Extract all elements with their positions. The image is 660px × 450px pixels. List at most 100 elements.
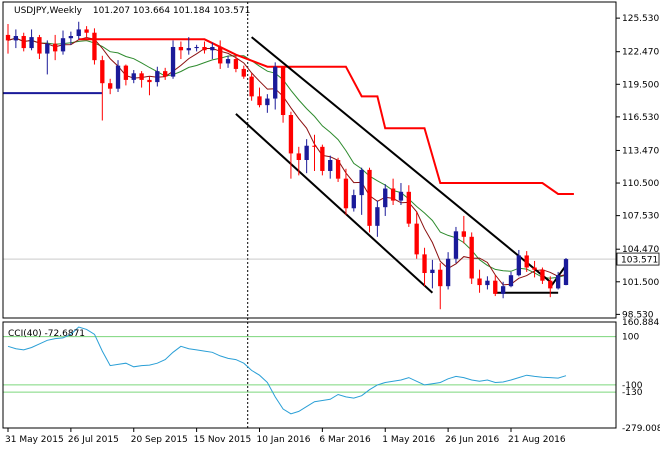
candle <box>273 62 278 110</box>
candle <box>52 34 58 61</box>
candle <box>21 32 26 52</box>
time-tick-label: 1 May 2016 <box>382 435 435 445</box>
candle <box>131 70 136 84</box>
candle-body <box>84 29 89 33</box>
candle-body <box>29 37 34 49</box>
candle <box>123 64 129 86</box>
candle <box>524 251 529 272</box>
candle <box>194 44 199 52</box>
candle <box>516 249 522 277</box>
candle <box>170 40 176 79</box>
candle-body <box>477 278 482 286</box>
candle <box>92 28 97 65</box>
candle <box>76 21 81 40</box>
candle-body <box>532 267 537 270</box>
candle <box>296 146 301 176</box>
candle <box>430 259 435 289</box>
price-panel <box>3 2 616 428</box>
candle <box>500 281 506 299</box>
candle-body <box>548 280 553 289</box>
candle-body <box>508 275 514 287</box>
candle-body <box>131 73 136 80</box>
candle-body <box>5 34 11 41</box>
candle <box>84 26 89 39</box>
candle <box>555 271 561 290</box>
candle-body <box>241 68 246 77</box>
candle <box>163 67 168 80</box>
candle-body <box>210 46 215 51</box>
candle-body <box>288 115 294 154</box>
candle-body <box>273 66 278 99</box>
candle-body <box>563 259 569 286</box>
candle-body <box>383 188 388 208</box>
candle <box>548 276 553 298</box>
candle-body <box>328 160 333 171</box>
candle-body <box>540 269 545 281</box>
candle-body <box>163 71 168 77</box>
chart-symbol-header: USDJPY,Weekly 101.207 103.664 101.184 10… <box>14 6 250 16</box>
cci-panel <box>3 326 616 415</box>
candle <box>155 66 160 87</box>
candle-body <box>375 207 380 226</box>
cci-frame <box>2 321 617 429</box>
candle <box>335 157 341 182</box>
candle-body <box>202 46 207 51</box>
candle-body <box>343 178 349 209</box>
candle <box>422 247 427 287</box>
price-tick-label: 119.500 <box>622 80 659 90</box>
candle-body <box>108 83 113 89</box>
candle <box>445 252 451 290</box>
price-tick-label: 122.470 <box>622 48 659 58</box>
current-price-tag-label: 103.571 <box>621 256 658 266</box>
candle <box>233 54 239 73</box>
candle-body <box>359 169 364 196</box>
candle-body <box>453 231 459 259</box>
candle-body <box>469 236 474 279</box>
candle-body <box>147 79 152 83</box>
candle-body <box>233 59 239 69</box>
candle-body <box>296 153 301 160</box>
candle-body <box>139 73 144 80</box>
candle-body <box>37 37 42 54</box>
candle <box>37 34 42 60</box>
candle-body <box>21 36 26 49</box>
candle <box>540 267 545 284</box>
candle-body <box>555 275 561 289</box>
cci-label: CCI(40) -72.6871 <box>8 329 85 339</box>
candle-body <box>68 36 74 39</box>
candle <box>367 167 372 233</box>
candle <box>280 66 286 123</box>
candle-body <box>430 269 435 274</box>
candle <box>320 144 325 176</box>
candle <box>485 276 490 290</box>
price-tick-label: 113.470 <box>622 146 659 156</box>
candle-body <box>265 98 270 106</box>
candle-body <box>414 223 419 255</box>
symbol-label: USDJPY,Weekly <box>14 6 83 16</box>
price-tick-label: 98.530 <box>622 310 654 320</box>
candle <box>312 134 317 171</box>
candle <box>351 189 356 212</box>
candle-body <box>524 255 529 268</box>
candle-body <box>438 269 443 287</box>
candle-body <box>320 146 325 171</box>
candle-body <box>178 46 184 51</box>
candle <box>398 183 404 205</box>
price-tick-label: 110.500 <box>622 179 659 189</box>
candle <box>139 71 144 88</box>
candle <box>359 167 364 215</box>
channel-upper-line <box>251 36 551 283</box>
candle <box>108 78 113 95</box>
candle-body <box>225 59 231 64</box>
candle-body <box>170 46 176 77</box>
candle <box>508 271 514 288</box>
candle <box>383 184 388 216</box>
candle-body <box>398 191 404 201</box>
time-tick-label: 20 Sep 2015 <box>131 435 188 445</box>
candle-body <box>500 286 506 294</box>
candle <box>438 263 443 310</box>
candle <box>563 258 569 286</box>
